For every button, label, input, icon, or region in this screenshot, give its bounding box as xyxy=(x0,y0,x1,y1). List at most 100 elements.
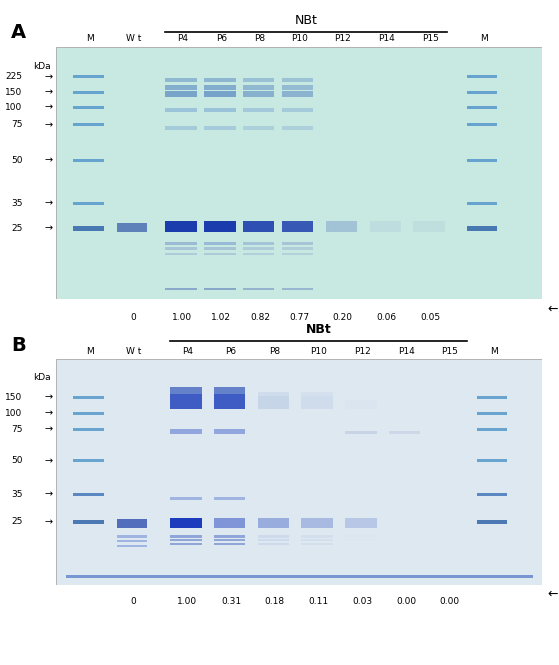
FancyBboxPatch shape xyxy=(165,90,197,97)
FancyBboxPatch shape xyxy=(301,535,333,538)
Text: M: M xyxy=(480,34,488,43)
Text: →: → xyxy=(45,408,53,418)
Text: →: → xyxy=(45,456,53,466)
Text: kDa: kDa xyxy=(32,372,50,382)
Text: NBt: NBt xyxy=(295,13,318,27)
Text: M: M xyxy=(86,346,94,356)
FancyBboxPatch shape xyxy=(282,242,314,245)
FancyBboxPatch shape xyxy=(282,85,314,90)
Text: 150: 150 xyxy=(5,393,22,402)
FancyBboxPatch shape xyxy=(204,90,235,97)
Text: P10: P10 xyxy=(291,34,307,43)
Text: →: → xyxy=(45,489,53,500)
FancyBboxPatch shape xyxy=(170,394,201,409)
FancyBboxPatch shape xyxy=(165,221,197,232)
FancyBboxPatch shape xyxy=(389,431,420,434)
Text: 0.31: 0.31 xyxy=(221,597,241,606)
Text: P8: P8 xyxy=(254,34,266,43)
Text: P15: P15 xyxy=(442,346,458,356)
Text: →: → xyxy=(45,155,53,166)
FancyBboxPatch shape xyxy=(73,159,103,162)
FancyBboxPatch shape xyxy=(369,221,401,232)
FancyBboxPatch shape xyxy=(214,387,245,394)
FancyBboxPatch shape xyxy=(214,497,245,501)
FancyBboxPatch shape xyxy=(258,392,289,396)
FancyBboxPatch shape xyxy=(165,242,197,245)
Text: 0.11: 0.11 xyxy=(309,597,329,606)
FancyBboxPatch shape xyxy=(258,535,289,538)
FancyBboxPatch shape xyxy=(170,518,201,527)
Text: →: → xyxy=(45,87,53,97)
Text: 75: 75 xyxy=(11,425,22,434)
FancyBboxPatch shape xyxy=(301,543,333,545)
FancyBboxPatch shape xyxy=(243,90,274,97)
FancyBboxPatch shape xyxy=(467,106,498,108)
FancyBboxPatch shape xyxy=(258,396,289,409)
FancyBboxPatch shape xyxy=(73,428,103,430)
Text: kDa: kDa xyxy=(32,63,50,71)
FancyBboxPatch shape xyxy=(477,493,507,496)
Text: →: → xyxy=(45,424,53,434)
FancyBboxPatch shape xyxy=(214,543,245,545)
FancyBboxPatch shape xyxy=(204,253,235,255)
FancyBboxPatch shape xyxy=(117,545,148,547)
Text: 0: 0 xyxy=(131,597,136,606)
FancyBboxPatch shape xyxy=(204,108,235,112)
FancyBboxPatch shape xyxy=(170,543,201,545)
FancyBboxPatch shape xyxy=(73,124,103,126)
FancyBboxPatch shape xyxy=(258,543,289,545)
FancyBboxPatch shape xyxy=(243,221,274,232)
Text: M: M xyxy=(490,346,498,356)
FancyBboxPatch shape xyxy=(214,518,245,527)
Text: 35: 35 xyxy=(11,490,22,499)
FancyBboxPatch shape xyxy=(258,518,289,527)
FancyBboxPatch shape xyxy=(477,396,507,399)
FancyBboxPatch shape xyxy=(282,78,314,82)
FancyBboxPatch shape xyxy=(165,126,197,130)
FancyBboxPatch shape xyxy=(243,247,274,250)
Text: M: M xyxy=(86,34,94,43)
FancyBboxPatch shape xyxy=(467,159,498,162)
Text: 0: 0 xyxy=(131,313,136,322)
FancyBboxPatch shape xyxy=(170,387,201,394)
Text: P6: P6 xyxy=(216,34,227,43)
Text: 150: 150 xyxy=(5,88,22,96)
FancyBboxPatch shape xyxy=(467,201,498,205)
Text: →: → xyxy=(45,120,53,130)
FancyBboxPatch shape xyxy=(243,126,274,130)
FancyBboxPatch shape xyxy=(65,575,533,579)
Text: 50: 50 xyxy=(11,456,22,466)
Text: P6: P6 xyxy=(225,346,236,356)
FancyBboxPatch shape xyxy=(73,106,103,108)
FancyBboxPatch shape xyxy=(56,47,542,299)
FancyBboxPatch shape xyxy=(467,226,498,231)
FancyBboxPatch shape xyxy=(165,108,197,112)
FancyBboxPatch shape xyxy=(214,535,245,538)
FancyBboxPatch shape xyxy=(73,460,103,462)
FancyBboxPatch shape xyxy=(301,392,333,396)
FancyBboxPatch shape xyxy=(204,78,235,82)
Text: 0.00: 0.00 xyxy=(440,597,460,606)
Text: 0.20: 0.20 xyxy=(333,313,353,322)
FancyBboxPatch shape xyxy=(477,428,507,430)
Text: 1.00: 1.00 xyxy=(177,597,197,606)
Text: 0.77: 0.77 xyxy=(289,313,309,322)
FancyBboxPatch shape xyxy=(282,253,314,255)
FancyBboxPatch shape xyxy=(73,520,103,524)
Text: 100: 100 xyxy=(5,409,22,418)
FancyBboxPatch shape xyxy=(73,396,103,399)
Text: P12: P12 xyxy=(354,346,371,356)
FancyBboxPatch shape xyxy=(467,90,498,94)
Text: P12: P12 xyxy=(334,34,351,43)
FancyBboxPatch shape xyxy=(165,247,197,250)
FancyBboxPatch shape xyxy=(301,396,333,409)
FancyBboxPatch shape xyxy=(214,539,245,541)
Text: →: → xyxy=(45,392,53,402)
FancyBboxPatch shape xyxy=(204,247,235,250)
Text: 1.02: 1.02 xyxy=(211,313,231,322)
FancyBboxPatch shape xyxy=(170,539,201,541)
FancyBboxPatch shape xyxy=(214,394,245,409)
FancyBboxPatch shape xyxy=(73,75,103,78)
FancyBboxPatch shape xyxy=(73,201,103,205)
Text: ←: ← xyxy=(548,303,558,316)
